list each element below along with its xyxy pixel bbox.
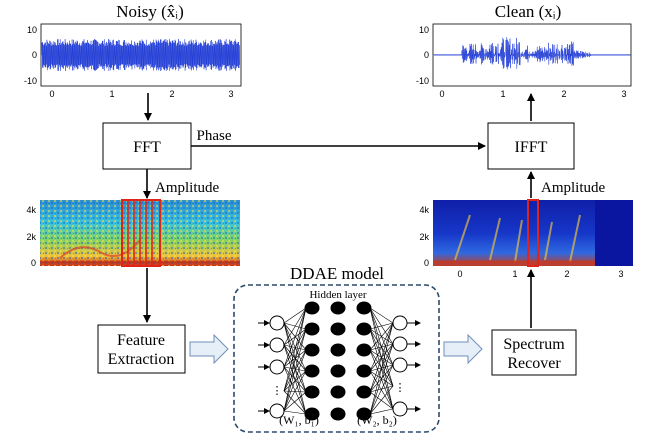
clean-spec-xtick-2: 2 xyxy=(564,269,569,279)
arrow-ddae-to-recover xyxy=(443,333,483,365)
clean-waveform-frame xyxy=(432,23,632,87)
hidden-node xyxy=(304,301,320,315)
hidden-node xyxy=(356,343,372,357)
hidden-node xyxy=(330,301,346,315)
w2-label: (W₂, b₂) xyxy=(357,413,397,427)
clean-spec-xtick-1: 1 xyxy=(512,269,517,279)
hidden-node xyxy=(304,385,320,399)
noisy-title: Noisy (x̂ᵢ) xyxy=(116,2,183,21)
hidden-node xyxy=(304,407,320,421)
noisy-ytick-bottom: -10 xyxy=(24,76,37,86)
noisy-waveform xyxy=(41,39,240,71)
w1-label: (W₁, b₁) xyxy=(279,413,319,427)
ddae-edges xyxy=(283,307,394,415)
hidden-node xyxy=(304,322,320,336)
noisy-spec-ytick-0: 0 xyxy=(31,258,36,268)
hidden-node xyxy=(356,407,372,421)
fft-block xyxy=(102,122,192,170)
output-node xyxy=(392,401,408,417)
clean-spectrogram xyxy=(433,200,633,266)
hidden-node xyxy=(356,385,372,399)
clean-spec-ytick-2k: 2k xyxy=(419,232,429,242)
noisy-xtick-3: 3 xyxy=(228,89,233,99)
phase-label: Phase xyxy=(197,128,232,144)
spectrum-recover-block xyxy=(491,329,577,376)
hidden-node xyxy=(356,301,372,315)
hidden-node xyxy=(304,364,320,378)
hidden-node xyxy=(330,364,346,378)
ddae-title: DDAE model xyxy=(290,264,384,283)
hidden-node xyxy=(330,407,346,421)
spectrum-label-line2: Recover xyxy=(507,355,561,372)
clean-xtick-1: 1 xyxy=(500,89,505,99)
clean-ytick-bottom: -10 xyxy=(416,76,429,86)
noisy-spec-ytick-2k: 2k xyxy=(26,232,36,242)
noisy-ytick-mid: 0 xyxy=(32,50,37,60)
clean-xtick-0: 0 xyxy=(439,89,444,99)
hidden-layer-label: Hidden layer xyxy=(309,289,366,301)
output-node xyxy=(392,315,408,331)
input-ellipsis: ⋮ xyxy=(272,385,283,397)
noisy-xtick-2: 2 xyxy=(169,89,174,99)
hidden-node xyxy=(330,343,346,357)
clean-spec-xtick-0: 0 xyxy=(457,269,462,279)
clean-spec-ytick-0: 0 xyxy=(424,258,429,268)
noisy-waveform-frame xyxy=(40,23,242,87)
noisy-ytick-top: 10 xyxy=(27,25,37,35)
amplitude-left-label: Amplitude xyxy=(155,180,220,196)
ifft-block xyxy=(487,122,575,170)
hidden-node xyxy=(330,385,346,399)
fft-label: FFT xyxy=(133,139,161,156)
clean-spec-ytick-4k: 4k xyxy=(419,205,429,215)
output-ellipsis: ⋮ xyxy=(395,382,406,394)
clean-ytick-mid: 0 xyxy=(424,50,429,60)
noisy-spec-ytick-4k: 4k xyxy=(26,205,36,215)
clean-xtick-2: 2 xyxy=(561,89,566,99)
frame-window xyxy=(121,199,161,267)
feature-label-line1: Feature xyxy=(117,332,165,349)
spectrum-label-line1: Spectrum xyxy=(503,336,565,353)
ifft-label: IFFT xyxy=(515,139,548,156)
hidden-node xyxy=(330,322,346,336)
noisy-xtick-1: 1 xyxy=(109,89,114,99)
input-node xyxy=(269,337,285,353)
hidden-node xyxy=(356,322,372,336)
input-node xyxy=(269,359,285,375)
clean-title: Clean (xᵢ) xyxy=(495,2,562,21)
feature-label-line2: Extraction xyxy=(108,351,175,368)
clean-xtick-3: 3 xyxy=(621,89,626,99)
noisy-spectrogram-frames xyxy=(121,199,161,267)
input-node xyxy=(269,315,285,331)
clean-waveform xyxy=(433,37,631,70)
input-node xyxy=(269,403,285,419)
output-node xyxy=(392,357,408,373)
hidden-node xyxy=(304,343,320,357)
ddae-network: ⋮ ⋮ xyxy=(258,301,421,421)
clean-spec-xtick-3: 3 xyxy=(618,269,623,279)
arrow-feature-to-ddae xyxy=(189,333,229,365)
amplitude-right-label: Amplitude xyxy=(541,180,606,196)
feature-extraction-block xyxy=(97,324,186,374)
output-node xyxy=(392,336,408,352)
clean-ytick-top: 10 xyxy=(419,25,429,35)
hidden-node xyxy=(356,364,372,378)
clean-spectrogram-frame xyxy=(527,199,539,267)
noisy-xtick-0: 0 xyxy=(49,89,54,99)
